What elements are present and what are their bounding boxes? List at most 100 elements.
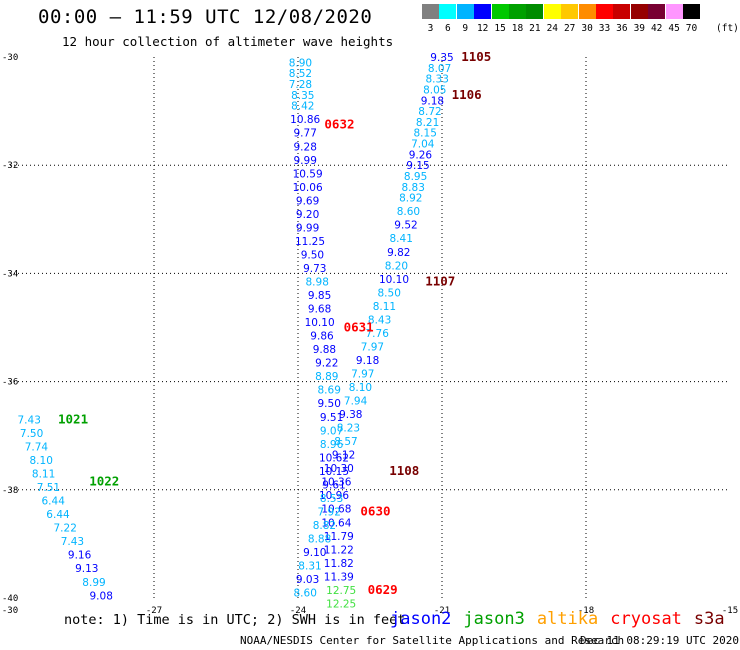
track-time-label: 1108 xyxy=(389,463,419,478)
wave-height-point: 9.20 xyxy=(296,209,319,221)
satellite-legend: jason2 jason3 altika cryosat s3a xyxy=(390,609,737,629)
wave-height-point: 9.18 xyxy=(421,95,444,107)
wave-height-point: 7.51 xyxy=(37,482,60,494)
x-tick-label: -27 xyxy=(146,606,162,616)
legend-bin-label: 18 xyxy=(511,23,524,34)
wave-height-point: 10.10 xyxy=(305,317,335,329)
wave-height-point: 12.75 xyxy=(326,585,356,597)
legend-swatch xyxy=(543,4,561,19)
wave-height-point: 10.86 xyxy=(290,114,320,126)
wave-height-point: 8.05 xyxy=(423,84,446,96)
wave-height-point: 9.99 xyxy=(294,155,317,167)
wave-height-point: 10.06 xyxy=(293,182,323,194)
wave-height-point: 8.89 xyxy=(315,371,338,383)
satellite-name: jason2 xyxy=(390,609,452,629)
wave-height-point: 7.74 xyxy=(25,442,49,454)
wave-height-point: 9.73 xyxy=(303,263,326,275)
track-time-label: 1021 xyxy=(58,411,88,426)
wave-height-point: 8.35 xyxy=(291,90,314,102)
legend-bin-label: 42 xyxy=(650,23,663,34)
wave-height-point: 10.30 xyxy=(324,463,354,475)
wave-height-point: 11.25 xyxy=(295,236,325,248)
x-tick-label: -21 xyxy=(434,606,450,616)
legend-swatch xyxy=(456,4,474,19)
legend-bin-label: 27 xyxy=(563,23,576,34)
wave-height-point: 9.51 xyxy=(320,412,343,424)
wave-height-point: 8.21 xyxy=(416,117,439,129)
legend-bin-label: 70 xyxy=(685,23,698,34)
wave-height-point: 7.94 xyxy=(344,396,368,408)
legend-unit: (ft) xyxy=(716,23,739,34)
legend-swatch xyxy=(665,4,683,19)
legend-swatch xyxy=(613,4,631,19)
wave-height-point: 6.44 xyxy=(42,496,66,508)
footer-credit: NOAA/NESDIS Center for Satellite Applica… xyxy=(240,634,625,647)
wave-height-point: 7.43 xyxy=(18,414,41,426)
wave-height-point: 9.50 xyxy=(318,398,341,410)
note-text: note: 1) Time is in UTC; 2) SWH is in fe… xyxy=(64,612,406,628)
wave-height-point: 8.11 xyxy=(32,469,55,481)
track-time-label: 0631 xyxy=(344,320,374,335)
track-time-label: 1107 xyxy=(425,274,455,289)
wave-height-point: 9.28 xyxy=(294,141,317,153)
wave-height-point: 8.60 xyxy=(397,206,420,218)
wave-height-point: 9.10 xyxy=(303,547,326,559)
wave-height-point: 10.36 xyxy=(321,477,351,489)
x-tick-label: -15 xyxy=(722,606,738,616)
wave-height-point: 6.44 xyxy=(46,509,70,521)
legend-swatch xyxy=(439,4,457,19)
wave-height-point: 9.99 xyxy=(296,222,319,234)
legend-bin-label: 45 xyxy=(668,23,680,34)
track-time-label: 0629 xyxy=(368,582,398,597)
legend-bin-label: 3 xyxy=(427,23,434,34)
satellite-name: altika xyxy=(536,609,599,629)
y-tick-label: -30 xyxy=(2,53,18,63)
legend-swatch xyxy=(561,4,579,19)
wave-height-point: 9.88 xyxy=(313,344,336,356)
wave-height-point: 8.88 xyxy=(308,533,331,545)
wave-height-point: 8.33 xyxy=(426,74,449,86)
legend-swatch xyxy=(683,4,700,19)
wave-height-point: 9.12 xyxy=(332,450,355,462)
wave-height-point: 8.52 xyxy=(289,68,312,80)
wave-height-point: 8.42 xyxy=(291,101,314,113)
x-tick-label: -30 xyxy=(2,606,18,616)
wave-height-point: 8.82 xyxy=(313,520,336,532)
wave-height-point: 9.18 xyxy=(356,355,379,367)
wave-height-point: 9.35 xyxy=(430,52,453,64)
wave-height-point: 8.11 xyxy=(373,301,396,313)
wave-height-point: 9.26 xyxy=(409,149,433,161)
legend-bin-label: 12 xyxy=(476,23,489,34)
y-tick-label: -40 xyxy=(2,594,18,604)
wave-height-point: 8.95 xyxy=(404,171,427,183)
wave-height-point: 11.39 xyxy=(324,571,354,583)
wave-height-point: 7.22 xyxy=(54,523,77,535)
wave-height-point: 8.15 xyxy=(414,128,437,140)
legend-bin-label: 15 xyxy=(494,23,506,34)
wave-height-point: 7.04 xyxy=(411,139,435,151)
wave-height-point: 10.15 xyxy=(319,466,349,478)
wave-height-point: 7.97 xyxy=(351,368,374,380)
wave-height-point: 8.41 xyxy=(390,233,413,245)
wave-height-point: 10.64 xyxy=(321,517,351,529)
legend-bin-label: 24 xyxy=(546,23,559,34)
wave-height-point: 8.99 xyxy=(82,577,105,589)
legend-bin-label: 9 xyxy=(462,23,469,34)
wave-height-point: 9.03 xyxy=(296,574,319,586)
wave-height-point: 9.15 xyxy=(406,160,429,172)
satellite-name: s3a xyxy=(693,609,725,629)
wave-height-point: 8.83 xyxy=(402,182,425,194)
wave-height-point: 7.28 xyxy=(289,79,312,91)
y-tick-label: -38 xyxy=(2,486,18,496)
satellite-name: cryosat xyxy=(610,609,682,629)
wave-height-point: 7.97 xyxy=(361,341,384,353)
wave-height-point: 8.72 xyxy=(418,106,441,118)
wave-height-point: 9.69 xyxy=(296,195,319,207)
wave-height-point: 9.85 xyxy=(308,290,331,302)
wave-height-point: 8.53 xyxy=(320,493,343,505)
legend-bin-label: 21 xyxy=(529,23,541,34)
wave-height-point: 8.10 xyxy=(349,382,372,394)
wave-height-point: 11.79 xyxy=(324,531,354,543)
track-time-label: 0632 xyxy=(324,117,354,132)
